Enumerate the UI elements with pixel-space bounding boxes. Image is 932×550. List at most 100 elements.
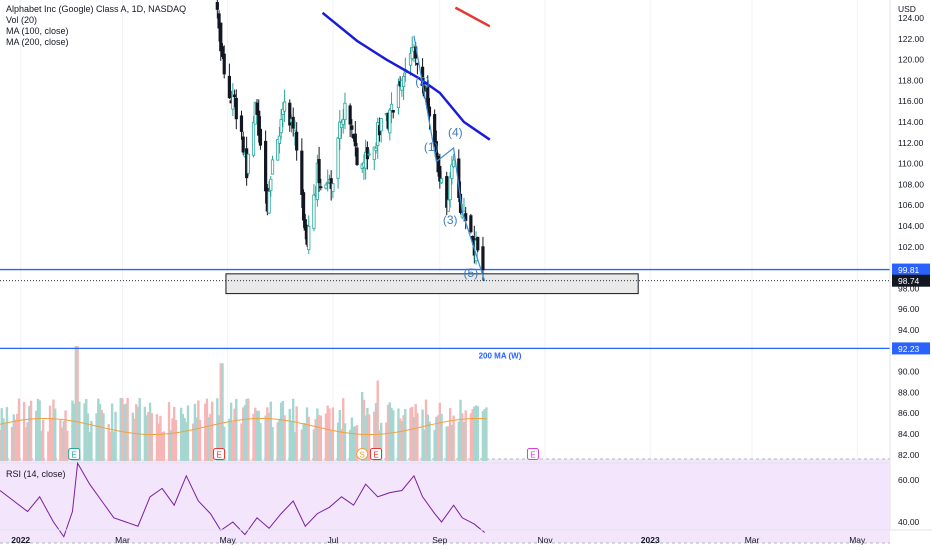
ma200-line: [454, 6, 491, 28]
volume-bar: [3, 423, 7, 461]
candle-body: [391, 110, 395, 113]
price-axis-tick-label: 98.00: [898, 283, 920, 293]
volume-bar: [223, 426, 226, 461]
volume-bar: [122, 404, 126, 461]
volume-bar: [133, 418, 136, 461]
volume-bar: [409, 407, 412, 461]
candle-body: [312, 194, 316, 229]
volume-bar: [348, 429, 352, 461]
volume-bar: [29, 400, 33, 461]
volume-bar: [481, 411, 485, 461]
volume-bar: [179, 407, 183, 461]
event-marker-label: E: [71, 451, 76, 460]
volume-bar: [279, 402, 283, 461]
candle-body: [355, 147, 359, 166]
candle-body: [438, 165, 442, 182]
candle-body: [336, 137, 340, 179]
price-axis-tick-label: 86.00: [898, 408, 920, 418]
volume-bar: [281, 400, 285, 461]
candle-body: [277, 135, 282, 144]
volume-bar: [378, 430, 381, 461]
event-marker-label: E: [216, 451, 221, 460]
volume-bar: [240, 423, 243, 461]
time-axis-label: Mar: [115, 535, 130, 545]
candle-body: [264, 140, 268, 192]
legend-vol: Vol (20): [6, 15, 38, 25]
volume-bar: [448, 408, 452, 461]
price-axis-tick-label: 118.00: [898, 75, 924, 85]
candle-body: [476, 236, 480, 251]
volume-bar: [423, 429, 426, 461]
volume-bar: [38, 400, 41, 461]
volume-bar: [119, 397, 122, 461]
volume-bar: [362, 399, 366, 461]
volume-bar: [135, 404, 138, 461]
time-axis-label: May: [849, 535, 866, 545]
volume-bar: [462, 421, 466, 461]
candle-body: [331, 183, 335, 192]
volume-bar: [452, 415, 455, 461]
price-axis-tick-label: 120.00: [898, 55, 924, 65]
candle-body: [291, 116, 295, 129]
volume-bar: [217, 415, 221, 461]
split-event-marker: [356, 448, 369, 460]
support-zone-box: [225, 273, 639, 295]
hline-note: 200 MA (W): [479, 351, 522, 360]
volume-bar: [102, 413, 105, 461]
candle-body: [434, 141, 438, 157]
volume-bar: [264, 415, 267, 461]
volume-bar: [331, 407, 335, 461]
candle-body: [282, 101, 287, 112]
volume-bar: [397, 408, 400, 461]
volume-bar: [385, 422, 388, 461]
elliott-wave-line: [413, 35, 486, 282]
candle-body: [389, 103, 394, 112]
volume-bar: [404, 408, 407, 461]
candle-body: [258, 128, 263, 146]
volume-bar: [210, 401, 214, 461]
candle-body: [372, 146, 376, 160]
volume-bar: [2, 418, 5, 461]
earnings-event-marker: [370, 448, 383, 460]
volume-bar: [269, 401, 272, 461]
volume-bar: [109, 431, 112, 461]
volume-bar: [464, 410, 467, 461]
candle-body: [348, 105, 352, 125]
volume-bar: [74, 346, 78, 461]
volume-bar: [72, 403, 76, 461]
volume-bar: [316, 408, 319, 461]
volume-bar: [16, 413, 19, 461]
candle-body: [379, 118, 383, 132]
volume-bar: [53, 408, 57, 461]
volume-bar: [35, 410, 38, 461]
volume-bar: [379, 422, 383, 461]
volume-bar: [41, 419, 45, 461]
volume-bar: [62, 421, 66, 461]
candle-body: [279, 119, 283, 134]
volume-bar: [400, 420, 404, 461]
volume-bar: [97, 398, 100, 461]
volume-bar: [402, 415, 405, 461]
time-axis-label: Jul: [327, 535, 338, 545]
candle-body: [374, 147, 378, 151]
volume-bar: [243, 405, 247, 461]
candle-body: [307, 226, 311, 251]
price-axis-currency: USD: [898, 4, 916, 14]
volume-bar: [207, 417, 210, 461]
volume-bar: [183, 418, 186, 461]
volume-bar: [376, 380, 379, 461]
volume-bar: [36, 398, 40, 461]
volume-bar: [307, 416, 310, 461]
volume-bar: [312, 429, 316, 461]
volume-bar: [476, 406, 479, 461]
price-axis-tick-label: 114.00: [898, 117, 924, 127]
volume-bar: [229, 402, 233, 461]
volume-bar: [110, 403, 114, 461]
candle-body: [300, 150, 304, 195]
candle-body: [353, 133, 357, 147]
volume-bar: [17, 398, 21, 461]
volume-bar: [252, 413, 255, 461]
candle-body: [481, 246, 485, 271]
volume-bar: [300, 429, 304, 461]
